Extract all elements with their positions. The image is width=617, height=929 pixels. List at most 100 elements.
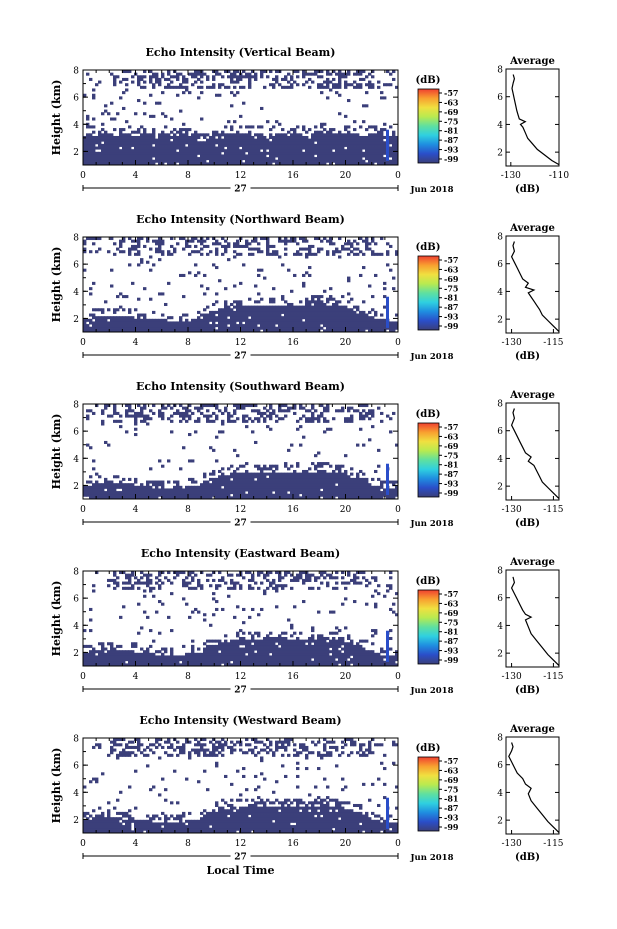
echo-cell <box>155 658 159 662</box>
echo-cell <box>236 406 240 410</box>
heatmap <box>83 404 398 499</box>
echo-cell <box>317 130 321 134</box>
colorbar-label: -57 <box>444 88 458 98</box>
echo-cell <box>110 480 114 484</box>
echo-cell <box>263 477 267 481</box>
echo-cell <box>254 472 258 476</box>
echo-cell <box>317 143 321 147</box>
echo-cell <box>392 159 396 163</box>
echo-cell <box>380 491 384 495</box>
echo-cell <box>254 313 258 317</box>
echo-cell <box>281 77 285 81</box>
echo-cell <box>182 77 186 81</box>
echo-cell <box>92 584 96 588</box>
echo-cell <box>338 138 342 142</box>
echo-cell <box>350 318 354 322</box>
echo-cell <box>254 417 258 421</box>
echo-cell <box>341 475 345 479</box>
echo-cell <box>92 491 96 495</box>
echo-cell <box>332 302 336 307</box>
echo-cell <box>392 154 396 158</box>
echo-cell <box>185 326 189 330</box>
echo-cell <box>200 663 204 666</box>
echo-cell <box>326 305 330 309</box>
echo-cell <box>275 77 279 81</box>
echo-cell <box>311 310 315 314</box>
echo-cell <box>287 448 291 452</box>
echo-cell <box>110 647 114 651</box>
echo-cell <box>374 138 378 142</box>
echo-cell <box>335 250 339 254</box>
echo-cell <box>110 488 114 492</box>
echo-cell <box>359 77 363 81</box>
echo-cell <box>332 85 336 89</box>
echo-cell <box>305 157 309 161</box>
echo-cell <box>155 321 159 325</box>
echo-cell <box>284 242 288 246</box>
echo-cell <box>248 584 252 588</box>
echo-cell <box>311 480 315 484</box>
echo-cell <box>158 414 162 418</box>
echo-cell <box>299 316 303 320</box>
echo-cell <box>230 125 234 129</box>
echo-cell <box>155 326 159 330</box>
echo-cell <box>371 250 375 254</box>
echo-cell <box>329 133 333 137</box>
echo-cell <box>257 488 261 492</box>
echo-cell <box>287 308 291 312</box>
colorbar-unit: (dB) <box>416 75 441 86</box>
echo-cell <box>152 154 156 158</box>
echo-cell <box>335 72 339 76</box>
echo-cell <box>251 125 255 129</box>
echo-cell <box>368 143 372 147</box>
x-tick-label: 12 <box>235 171 246 181</box>
echo-cell <box>215 655 219 659</box>
echo-cell <box>290 326 294 330</box>
echo-cell <box>362 491 366 495</box>
echo-cell <box>191 72 195 76</box>
echo-cell <box>260 310 264 314</box>
echo-cell <box>344 491 348 495</box>
echo-cell <box>341 329 345 332</box>
echo-cell <box>197 652 201 656</box>
echo-cell <box>206 655 210 659</box>
echo-cell <box>221 658 225 662</box>
colorbar-label: -69 <box>444 107 459 117</box>
echo-cell <box>251 141 255 145</box>
echo-cell <box>161 154 165 158</box>
echo-cell <box>224 70 228 74</box>
echo-cell <box>380 146 384 150</box>
echo-cell <box>248 571 252 575</box>
echo-cell <box>395 324 398 328</box>
echo-cell <box>194 244 198 248</box>
echo-cell <box>311 417 315 421</box>
echo-cell <box>260 324 264 328</box>
echo-cell <box>230 578 234 582</box>
echo-cell <box>128 586 132 590</box>
echo-cell <box>347 130 351 134</box>
echo-cell <box>221 143 225 147</box>
echo-cell <box>269 488 273 492</box>
echo-cell <box>317 141 321 145</box>
echo-cell <box>374 141 378 145</box>
echo-cell <box>347 409 351 413</box>
echo-cell <box>230 650 234 654</box>
echo-cell <box>395 250 398 254</box>
echo-cell <box>134 154 138 158</box>
echo-cell <box>245 571 249 575</box>
echo-cell <box>278 483 282 487</box>
echo-cell <box>356 483 360 487</box>
echo-cell <box>344 133 348 137</box>
echo-cell <box>242 138 246 142</box>
echo-cell <box>374 485 378 489</box>
echo-cell <box>371 83 375 87</box>
echo-cell <box>167 138 171 142</box>
echo-cell <box>146 154 150 158</box>
echo-cell <box>284 77 288 81</box>
echo-cell <box>92 135 96 140</box>
echo-cell <box>212 597 216 601</box>
echo-cell <box>224 493 228 497</box>
echo-cell <box>356 162 360 165</box>
month-label: Jun 2018 <box>410 352 454 362</box>
echo-cell <box>386 159 390 163</box>
